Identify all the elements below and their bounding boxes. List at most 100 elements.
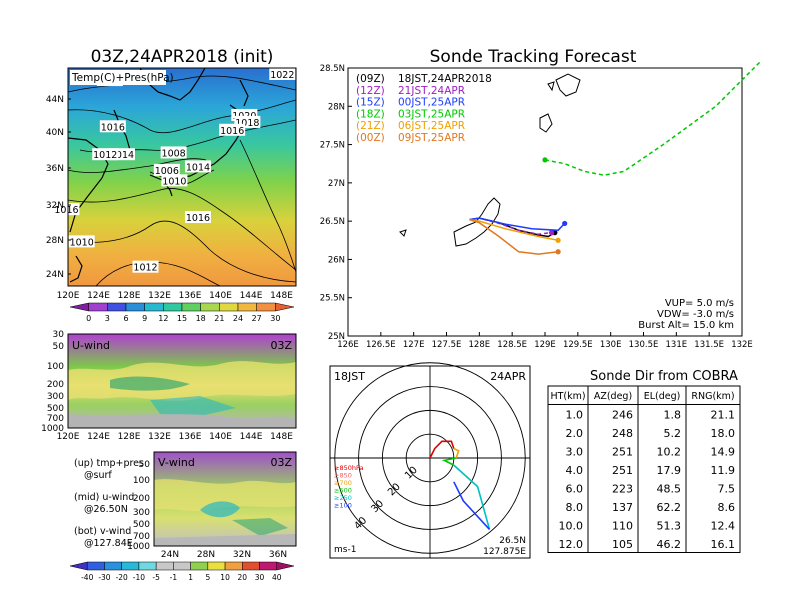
wind-colorbar-label: -40 (81, 573, 93, 582)
tracking-lat-axis: 28.5N 28N 27.5N 27N 26.5N 26N 25.5N 25N (320, 64, 352, 342)
map-label-box (70, 70, 166, 85)
pressure-label-box (132, 260, 159, 273)
uwind-x-label: 140E (209, 432, 232, 442)
temp-colorbar-swatch (69, 302, 89, 312)
table-header: EL(deg) (644, 391, 681, 402)
vwind-time: 03Z (270, 456, 292, 469)
pressure-label: 1016 (101, 122, 125, 133)
map-lon-label: 140E (209, 291, 232, 301)
pressure-label-box (99, 120, 126, 133)
table-cell: 1.0 (566, 409, 584, 422)
tracking-lon-label: 130.5E (629, 340, 659, 350)
tracking-lon-label: 129.5E (563, 340, 593, 350)
temp-colorbar-swatch (237, 302, 257, 312)
legend-label: 00JST,25APR (398, 97, 465, 109)
param-burst: Burst Alt= 15.0 km (638, 320, 734, 331)
table-cell: 48.5 (657, 483, 682, 496)
temp-colorbar-label: 24 (233, 314, 243, 323)
uwind-y-label: 200 (47, 380, 64, 390)
track-endpoint (562, 220, 568, 227)
wind-colorbar-swatch (86, 561, 105, 571)
table-cell: 8.0 (566, 501, 584, 514)
vwind-y-label: 300 (133, 508, 150, 518)
pressure-label: 1022 (270, 70, 294, 81)
hodograph-segment (453, 481, 491, 530)
pressure-label: 1006 (155, 166, 179, 177)
table-cell: 110 (612, 520, 633, 533)
pressure-label: 1014 (186, 162, 210, 173)
table-cell: 46.2 (657, 538, 682, 551)
tracking-lon-label: 128.5E (497, 340, 527, 350)
tracking-params: VUP= 5.0 m/s VDW= -3.0 m/s Burst Alt= 15… (638, 298, 734, 331)
hodograph-date: 24APR (490, 370, 526, 383)
pressure-label-box (160, 146, 187, 159)
table-cell: 10.0 (559, 520, 584, 533)
param-vup: VUP= 5.0 m/s (665, 298, 734, 309)
pressure-label-box (153, 163, 180, 176)
tracking-lat-label: 25N (328, 332, 345, 342)
pressure-label-box (92, 148, 119, 161)
pressure-label: 1008 (162, 148, 186, 159)
wind-colorbar-label: 5 (205, 573, 210, 582)
sonde-table: Sonde Dir from COBRA HT(km) AZ(deg) EL(deg… (547, 369, 741, 553)
tracking-lat-label: 28N (328, 102, 345, 112)
table-cell: 105 (612, 538, 633, 551)
key-mid-line2: @26.50N (84, 504, 128, 515)
temp-colorbar-label: 12 (158, 314, 168, 323)
uwind-x-label: 148E (270, 432, 293, 442)
hodograph-legend-item: ≥250 (334, 494, 352, 502)
track-line (469, 217, 566, 232)
legend-label: 18JST,24APR2018 (398, 73, 492, 85)
pressure-label-box (269, 67, 296, 80)
temp-colorbar-swatch (144, 302, 164, 312)
uwind-y-label: 100 (47, 362, 64, 372)
temp-colorbar: 0 3 6 9 12 15 18 21 24 27 30 (69, 302, 295, 323)
temp-colorbar-swatch (256, 302, 276, 312)
hodograph-legend-item: ≥100 (334, 502, 352, 510)
legend-label: 21JST,24APR (398, 85, 465, 97)
pressure-label: 1010 (70, 237, 94, 248)
map-field-label: Temp(C)+Pres(hPa) (71, 72, 174, 84)
map-lon-axis: 120E 124E 128E 132E 136E 140E 144E 148E (57, 291, 294, 301)
legend-code: (18Z) (356, 108, 385, 120)
hodograph-time: 18JST (334, 370, 365, 383)
table-header: AZ(deg) (594, 391, 632, 402)
vwind-y-label: 200 (133, 494, 150, 504)
uwind-y-label: 700 (47, 414, 64, 424)
table-cell: 10.2 (657, 446, 682, 459)
tracking-lon-axis: 126E 126.5E 127E 127.5E 128E 128.5E 129E 129.5E… (337, 332, 753, 350)
tracking-legend: (09Z) 18JST,24APR2018 (12Z) 21JST,24APR (15Z… (356, 73, 492, 144)
key-bot-line2: @127.84E (84, 538, 133, 549)
key-up-line2: @surf (84, 470, 112, 481)
track-endpoint (555, 237, 561, 243)
tracking-lon-label: 126E (337, 340, 359, 350)
table-header: RNG(km) (691, 391, 734, 402)
map-lat-label: 32N (46, 201, 64, 211)
table-cell: 4.0 (566, 464, 584, 477)
pressure-label: 1016 (220, 126, 244, 137)
vwind-x-label: 28N (197, 550, 215, 560)
wind-colorbar-swatch (104, 561, 122, 571)
wind-colorbar-swatch (276, 561, 295, 571)
hodograph-lon: 127.875E (483, 547, 526, 557)
wind-colorbar-label: -30 (98, 573, 110, 582)
tracking-lon-label: 126.5E (366, 340, 396, 350)
hodograph-legend-item: ≥850hPa (334, 464, 364, 472)
wind-colorbar-swatch (207, 561, 226, 571)
key-bot-line1: (bot) v-wind (74, 526, 131, 537)
hodograph-legend-item: ≥850 (334, 472, 352, 480)
pressure-label-box (184, 160, 211, 173)
wind-colorbar-label: -1 (170, 573, 178, 582)
table-cell: 246 (612, 409, 633, 422)
table-title: Sonde Dir from COBRA (590, 369, 738, 384)
vwind-y-label: 700 (133, 532, 150, 542)
wind-colorbar-swatch (138, 561, 157, 571)
tracking-lon-label: 129E (534, 340, 556, 350)
tracking-lat-label: 27N (328, 179, 345, 189)
tracking-lon-label: 131E (666, 340, 688, 350)
hodograph-trace (429, 440, 491, 530)
panel-key: (up) tmp+pres @surf (mid) u-wind @26.50N… (74, 458, 144, 549)
